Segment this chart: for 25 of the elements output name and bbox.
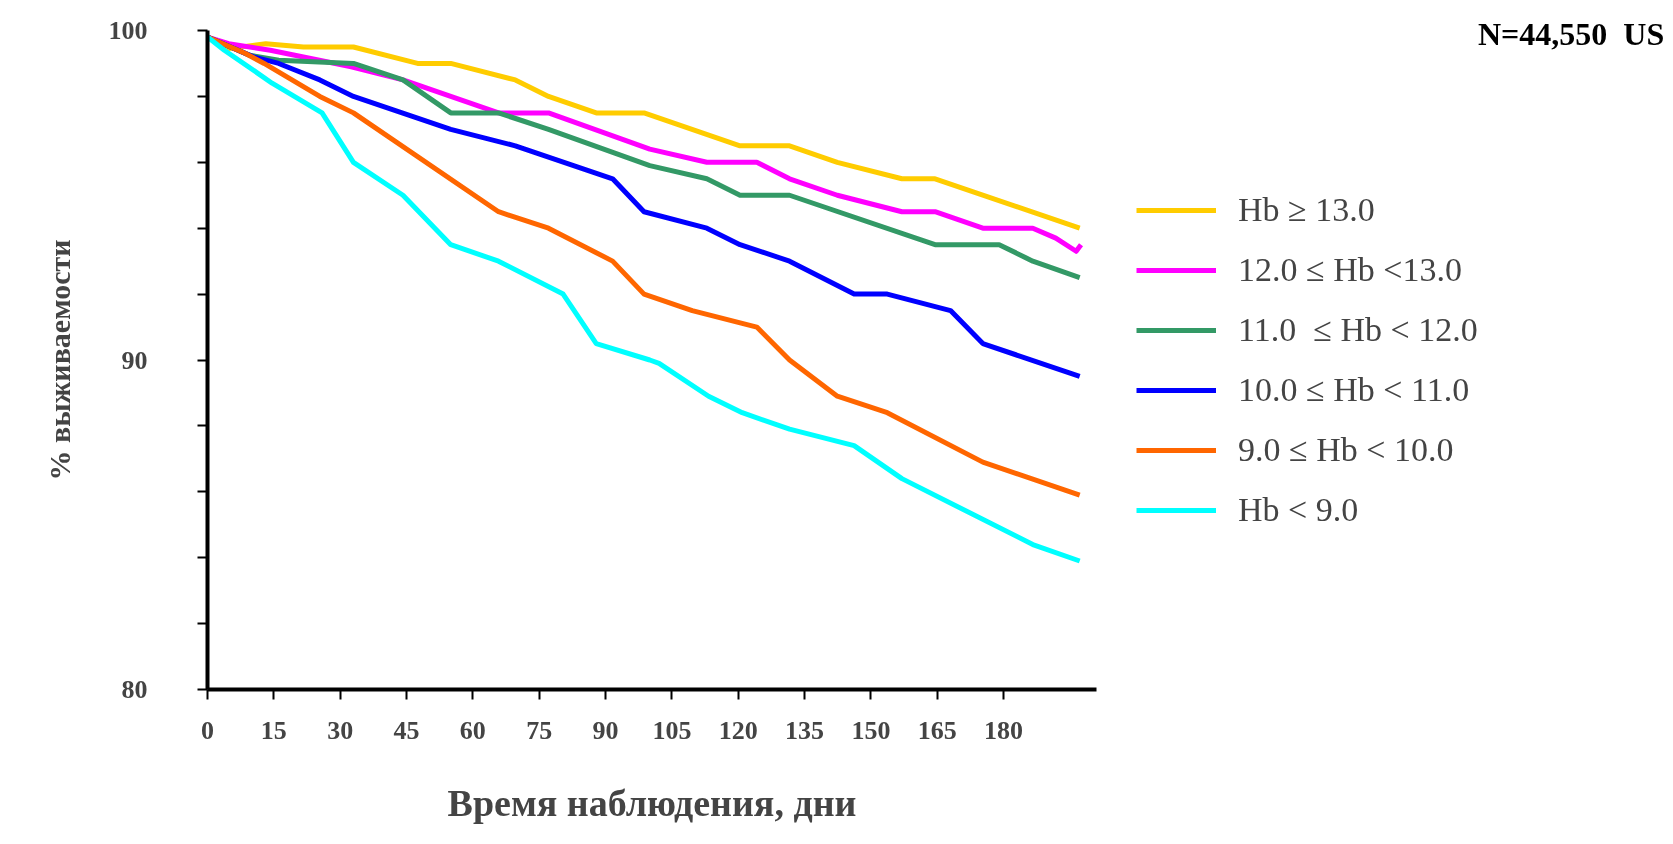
x-tick-label: 165 — [917, 715, 957, 745]
x-tick-label: 15 — [260, 715, 287, 745]
x-tick-label: 60 — [459, 715, 486, 745]
x-tick-label: 30 — [327, 715, 354, 745]
y-tick-label: 90 — [121, 345, 148, 375]
x-tick-label: 90 — [592, 715, 619, 745]
x-axis-title: Время наблюдения, дни — [447, 781, 857, 824]
legend-label: 9.0 ≤ Hb < 10.0 — [1238, 430, 1454, 469]
x-tick-label: 135 — [785, 715, 825, 745]
legend-label: 11.0 ≤ Hb < 12.0 — [1238, 310, 1478, 349]
x-tick-label: 150 — [851, 715, 891, 745]
legend-label: 10.0 ≤ Hb < 11.0 — [1238, 370, 1470, 409]
legend-label: 12.0 ≤ Hb <13.0 — [1238, 250, 1462, 289]
y-tick-label: 80 — [121, 675, 148, 704]
x-tick-label: 45 — [393, 715, 420, 745]
x-tick-label: 180 — [984, 715, 1024, 745]
legend-label: Hb ≥ 13.0 — [1238, 190, 1375, 229]
x-tick-label: 75 — [526, 715, 553, 745]
x-tick-label: 105 — [652, 715, 692, 745]
legend-label: Hb < 9.0 — [1238, 490, 1359, 529]
text: N=44,550 US — [1478, 15, 1665, 54]
y-tick-label: 100 — [108, 16, 148, 45]
x-tick-label: 120 — [718, 715, 758, 745]
x-tick-label: 0 — [201, 715, 214, 745]
y-axis-title: % выживаемости — [42, 239, 76, 481]
